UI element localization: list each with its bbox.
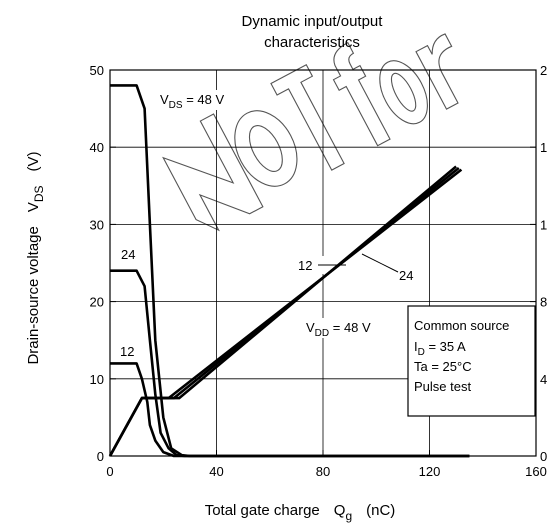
label-12-left: 12 — [120, 344, 134, 359]
x-tick-label: 40 — [209, 464, 223, 479]
legend-id-rest: = 35 A — [425, 339, 466, 354]
x-axis-label-main: Total gate charge — [205, 502, 320, 519]
legend-line-ta: Ta = 25°C — [414, 359, 472, 374]
vdd-label-rest: = 48 V — [329, 320, 371, 335]
y-tick-label: 10 — [90, 372, 104, 387]
vds-label-rest: = 48 V — [183, 92, 225, 107]
x-axis-label-symbol: Q — [334, 502, 346, 519]
y-tick-label: 50 — [90, 63, 104, 78]
vds-label-bg — [156, 90, 246, 110]
y-tick-label: 20 — [90, 295, 104, 310]
vds-label: VDS = 48 V — [160, 92, 224, 111]
label-12-left-bg — [116, 343, 140, 359]
series-line-vgs-5 — [108, 168, 463, 457]
y-right-tick-label: 4 — [540, 372, 547, 387]
x-tick-label: 80 — [316, 464, 330, 479]
chart-title-line1: Dynamic input/output — [242, 13, 384, 30]
y-tick-label: 0 — [97, 449, 104, 464]
legend-id-sub: D — [418, 347, 425, 358]
chart-title-line2: characteristics — [264, 34, 360, 51]
x-tick-label: 0 — [106, 464, 113, 479]
vdd-label-sub: DD — [315, 328, 329, 339]
y-axis-label: Drain-source voltage VDS (V) — [25, 151, 46, 364]
legend-id-symbol: I — [414, 339, 418, 354]
x-axis-label-sub: g — [345, 509, 352, 523]
svg-text:Drain-source voltageVDS(V): Drain-source voltage VDS (V) — [25, 151, 46, 364]
x-axis-label-unit: (nC) — [366, 502, 395, 519]
vds-label-symbol: V — [160, 92, 169, 107]
watermark-not-for — [162, 33, 459, 232]
y-right-tick-label: 1 — [540, 140, 547, 155]
vdd-label-symbol: V — [306, 320, 315, 335]
vds-label-sub: DS — [169, 100, 183, 111]
label-24-left: 24 — [121, 247, 135, 262]
y-right-tick-label: 0 — [540, 449, 547, 464]
label-12-mid-bg — [291, 256, 325, 274]
y-axis-label-unit: (V) — [25, 151, 42, 171]
legend-line-id: ID = 35 A — [414, 339, 466, 358]
legend-line-common-source: Common source — [414, 318, 509, 333]
y-right-tick-label: 8 — [540, 295, 547, 310]
y-right-tick-label: 1 — [540, 217, 547, 232]
label-24-mid: 24 — [399, 268, 413, 283]
y-right-tick-label: 2 — [540, 63, 547, 78]
x-axis-label: Total gate charge Qg (nC) — [205, 502, 396, 523]
vdd-label-bg — [302, 318, 368, 338]
y-axis-label-sub: DS — [32, 185, 46, 202]
x-tick-label: 160 — [525, 464, 547, 479]
legend-line-pulse-test: Pulse test — [414, 379, 471, 394]
label-12-mid: 12 — [298, 258, 312, 273]
legend-box: Common source ID = 35 A Ta = 25°C Pulse … — [407, 305, 536, 417]
series-group — [108, 84, 470, 458]
label-24-mid-leader — [361, 253, 399, 273]
series-line-vds-2 — [110, 362, 470, 458]
x-tick-label: 120 — [419, 464, 441, 479]
y-axis-label-main: Drain-source voltage — [25, 226, 42, 364]
legend-frame — [407, 305, 536, 417]
label-24-left-bg — [118, 246, 142, 262]
y-tick-label: 30 — [90, 217, 104, 232]
y-axis-label-symbol: V — [25, 202, 42, 212]
vdd-label: VDD = 48 V — [306, 320, 371, 339]
y-tick-label: 40 — [90, 140, 104, 155]
